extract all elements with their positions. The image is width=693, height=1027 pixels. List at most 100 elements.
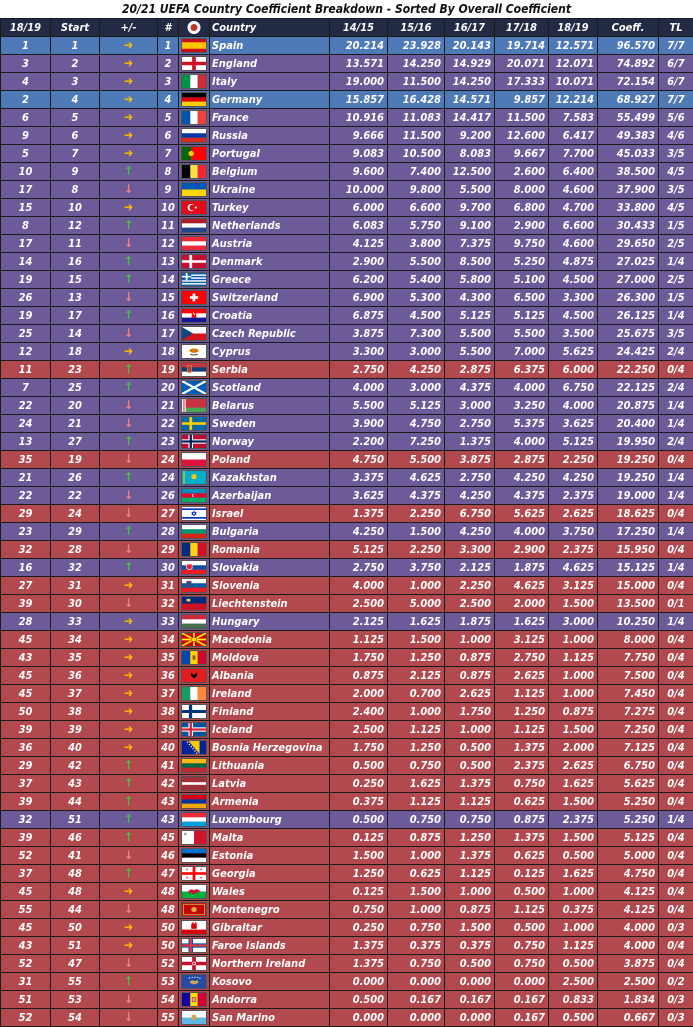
season-1516-cell: 7.300 [388, 325, 445, 343]
season-1516-cell: 0.000 [388, 973, 445, 991]
col-header-change: +/- [100, 19, 158, 37]
start-rank-cell: 51 [51, 811, 100, 829]
season-1516-cell: 5.400 [388, 271, 445, 289]
rank-cell: 52 [158, 955, 179, 973]
season-1516-cell: 4.625 [388, 469, 445, 487]
arrow-down-icon: ↓ [124, 507, 133, 519]
country-name-cell: Slovakia [210, 559, 330, 577]
season-1617-cell: 5.800 [445, 271, 495, 289]
season-1819-cell: 2.250 [549, 451, 598, 469]
start-rank-cell: 9 [51, 163, 100, 181]
prev-rank-cell: 14 [1, 253, 51, 271]
season-1516-cell: 3.750 [388, 559, 445, 577]
season-1718-cell: 4.000 [495, 523, 549, 541]
flag-cell [179, 577, 210, 595]
season-1718-cell: 0.625 [495, 847, 549, 865]
season-1718-cell: 1.250 [495, 703, 549, 721]
prev-rank-cell: 51 [1, 991, 51, 1009]
start-rank-cell: 7 [51, 145, 100, 163]
change-cell: ↑ [100, 307, 158, 325]
scotland-flag-icon [181, 380, 207, 395]
season-1516-cell: 3.800 [388, 235, 445, 253]
teams-left-cell: 7/7 [659, 37, 693, 55]
teams-left-cell: 1/4 [659, 415, 693, 433]
change-cell: ↑ [100, 469, 158, 487]
start-rank-cell: 48 [51, 883, 100, 901]
arrow-up-icon: ↑ [124, 471, 133, 483]
season-1516-cell: 1.250 [388, 649, 445, 667]
rank-cell: 12 [158, 235, 179, 253]
season-1819-cell: 0.500 [549, 847, 598, 865]
arrow-down-icon: ↓ [124, 183, 133, 195]
season-1415-cell: 3.300 [330, 343, 388, 361]
rank-cell: 15 [158, 289, 179, 307]
greece-flag-icon [181, 272, 207, 287]
season-1516-cell: 11.500 [388, 127, 445, 145]
rank-cell: 10 [158, 199, 179, 217]
start-rank-cell: 46 [51, 829, 100, 847]
season-1617-cell: 1.125 [445, 865, 495, 883]
coefficient-cell: 27.000 [598, 271, 659, 289]
season-1819-cell: 1.000 [549, 631, 598, 649]
flag-cell [179, 235, 210, 253]
country-name-cell: Northern Ireland [210, 955, 330, 973]
season-1718-cell: 11.500 [495, 109, 549, 127]
season-1718-cell: 0.750 [495, 775, 549, 793]
change-cell: ➔ [100, 109, 158, 127]
country-name-cell: Latvia [210, 775, 330, 793]
coefficient-cell: 49.383 [598, 127, 659, 145]
season-1819-cell: 1.125 [549, 937, 598, 955]
season-1718-cell: 1.875 [495, 559, 549, 577]
country-name-cell: Ukraine [210, 181, 330, 199]
coefficient-cell: 26.125 [598, 307, 659, 325]
season-1617-cell: 2.250 [445, 577, 495, 595]
flag-cell [179, 469, 210, 487]
coefficient-cell: 15.125 [598, 559, 659, 577]
season-1819-cell: 3.000 [549, 613, 598, 631]
season-1415-cell: 15.857 [330, 91, 388, 109]
season-1819-cell: 4.000 [549, 397, 598, 415]
rank-cell: 30 [158, 559, 179, 577]
season-1415-cell: 0.125 [330, 883, 388, 901]
coefficient-cell: 33.800 [598, 199, 659, 217]
season-1415-cell: 6.875 [330, 307, 388, 325]
flag-cell [179, 559, 210, 577]
country-name-cell: Spain [210, 37, 330, 55]
season-1617-cell: 2.750 [445, 469, 495, 487]
georgia-flag-icon [181, 866, 207, 881]
arrow-up-icon: ↑ [124, 435, 133, 447]
rank-cell: 36 [158, 667, 179, 685]
season-1819-cell: 0.833 [549, 991, 598, 1009]
start-rank-cell: 23 [51, 361, 100, 379]
season-1415-cell: 4.250 [330, 523, 388, 541]
season-1718-cell: 5.125 [495, 307, 549, 325]
arrow-right-icon: ➔ [124, 39, 133, 51]
season-1516-cell: 1.000 [388, 847, 445, 865]
season-1415-cell: 9.083 [330, 145, 388, 163]
season-1819-cell: 3.625 [549, 415, 598, 433]
season-1819-cell: 4.500 [549, 307, 598, 325]
country-name-cell: Italy [210, 73, 330, 91]
country-name-cell: Moldova [210, 649, 330, 667]
country-name-cell: Cyprus [210, 343, 330, 361]
start-rank-cell: 12 [51, 217, 100, 235]
season-1718-cell: 3.250 [495, 397, 549, 415]
prev-rank-cell: 32 [1, 541, 51, 559]
country-name-cell: Croatia [210, 307, 330, 325]
season-1617-cell: 14.417 [445, 109, 495, 127]
season-1718-cell: 6.375 [495, 361, 549, 379]
flag-cell [179, 541, 210, 559]
prev-rank-cell: 43 [1, 937, 51, 955]
season-1718-cell: 5.625 [495, 505, 549, 523]
arrow-up-icon: ↑ [124, 255, 133, 267]
arrow-up-icon: ↑ [124, 867, 133, 879]
season-1516-cell: 5.300 [388, 289, 445, 307]
